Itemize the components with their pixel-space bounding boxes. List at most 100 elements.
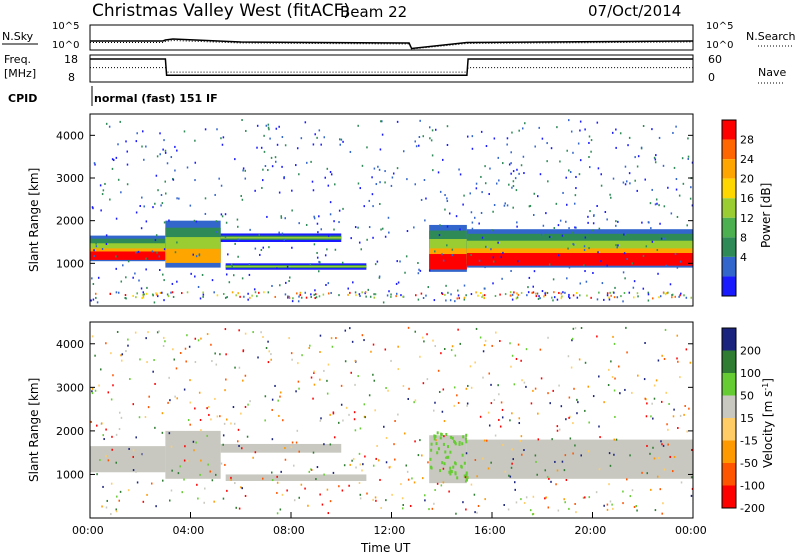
x-tick-label: 16:00 — [474, 524, 506, 537]
velocity-point — [233, 422, 236, 425]
power-point — [552, 278, 555, 281]
power-point — [280, 215, 283, 218]
power-point — [396, 167, 399, 170]
power-point — [101, 193, 104, 196]
velocity-point — [194, 337, 197, 340]
velocity-point — [327, 363, 330, 366]
power-point — [617, 244, 619, 247]
velocity-point — [659, 488, 662, 491]
velocity-point — [281, 493, 284, 496]
power-point — [565, 176, 567, 179]
power-point — [260, 248, 263, 251]
velocity-point — [354, 359, 357, 362]
power-point — [333, 228, 335, 231]
power-point — [506, 204, 509, 207]
velocity-point — [534, 387, 537, 390]
power-point — [586, 294, 588, 297]
velocity-point — [665, 391, 667, 394]
power-point — [299, 291, 302, 294]
power-point — [364, 291, 367, 294]
velocity-point — [350, 371, 352, 374]
velocity-point — [179, 465, 181, 468]
velocity-point — [257, 356, 259, 359]
velocity-point — [215, 363, 218, 366]
power-point — [583, 245, 586, 248]
power-point — [280, 216, 283, 219]
power-point — [576, 296, 579, 299]
velocity-point — [576, 398, 578, 401]
velocity-point — [158, 330, 160, 333]
power-point — [691, 161, 693, 164]
velocity-point — [362, 463, 364, 466]
velocity-point — [154, 382, 156, 385]
velocity-point — [385, 499, 387, 502]
velocity-point — [326, 392, 329, 395]
power-point — [651, 297, 654, 300]
freq-label-1: Freq. — [4, 53, 31, 66]
power-point — [492, 256, 495, 259]
velocity-point — [284, 458, 287, 461]
velocity-point — [466, 476, 469, 480]
power-point — [634, 156, 636, 159]
velocity-point — [357, 375, 359, 378]
power-point — [155, 292, 157, 295]
power-point — [216, 294, 219, 297]
velocity-point — [537, 412, 539, 415]
power-point — [470, 211, 473, 214]
power-point — [384, 181, 386, 184]
power-point — [104, 182, 106, 185]
velocity-point — [433, 502, 435, 505]
power-point — [225, 273, 228, 276]
power-point — [400, 294, 402, 297]
power-point — [244, 177, 247, 180]
nave-label: Nave — [758, 66, 786, 79]
velocity-point — [483, 439, 486, 442]
power-point — [606, 218, 608, 221]
velocity-point — [424, 494, 426, 497]
velocity-point — [348, 413, 350, 416]
power-point — [568, 119, 570, 122]
power-point — [367, 288, 370, 291]
velocity-point — [119, 490, 122, 493]
velocity-point — [507, 508, 510, 511]
velocity-point — [99, 459, 101, 462]
velocity-point — [598, 375, 600, 378]
velocity-point — [142, 500, 145, 503]
power-point — [297, 300, 300, 303]
power-point — [562, 236, 564, 239]
velocity-point — [270, 471, 273, 474]
velocity-point — [588, 496, 591, 499]
power-point — [537, 195, 539, 198]
velocity-point — [476, 475, 478, 478]
power-colorbar-tick: 24 — [740, 153, 754, 166]
velocity-point — [115, 461, 117, 464]
power-point — [489, 167, 491, 170]
velocity-point — [573, 387, 575, 390]
power-point — [314, 133, 316, 136]
power-point — [152, 294, 154, 297]
velocity-point — [470, 443, 473, 446]
power-point — [511, 298, 514, 301]
velocity-point — [447, 455, 450, 459]
power-point — [357, 124, 359, 127]
power-point — [379, 202, 381, 205]
velocity-point — [385, 386, 387, 389]
power-point — [438, 234, 441, 237]
power-point — [396, 120, 399, 123]
power-point — [269, 137, 271, 140]
power-point — [626, 257, 628, 260]
power-colorbar-tick: 16 — [740, 192, 754, 205]
velocity-point — [168, 432, 171, 435]
velocity-point — [91, 335, 94, 338]
velocity-point — [608, 452, 611, 455]
velocity-point — [603, 504, 605, 507]
power-point — [162, 148, 164, 151]
velocity-point — [466, 402, 469, 405]
power-point — [578, 173, 581, 176]
power-point — [538, 295, 540, 298]
power-point — [285, 281, 287, 284]
power-point — [608, 296, 610, 299]
velocity-point — [345, 406, 348, 409]
velocity-point — [105, 506, 108, 509]
power-point — [99, 184, 102, 187]
